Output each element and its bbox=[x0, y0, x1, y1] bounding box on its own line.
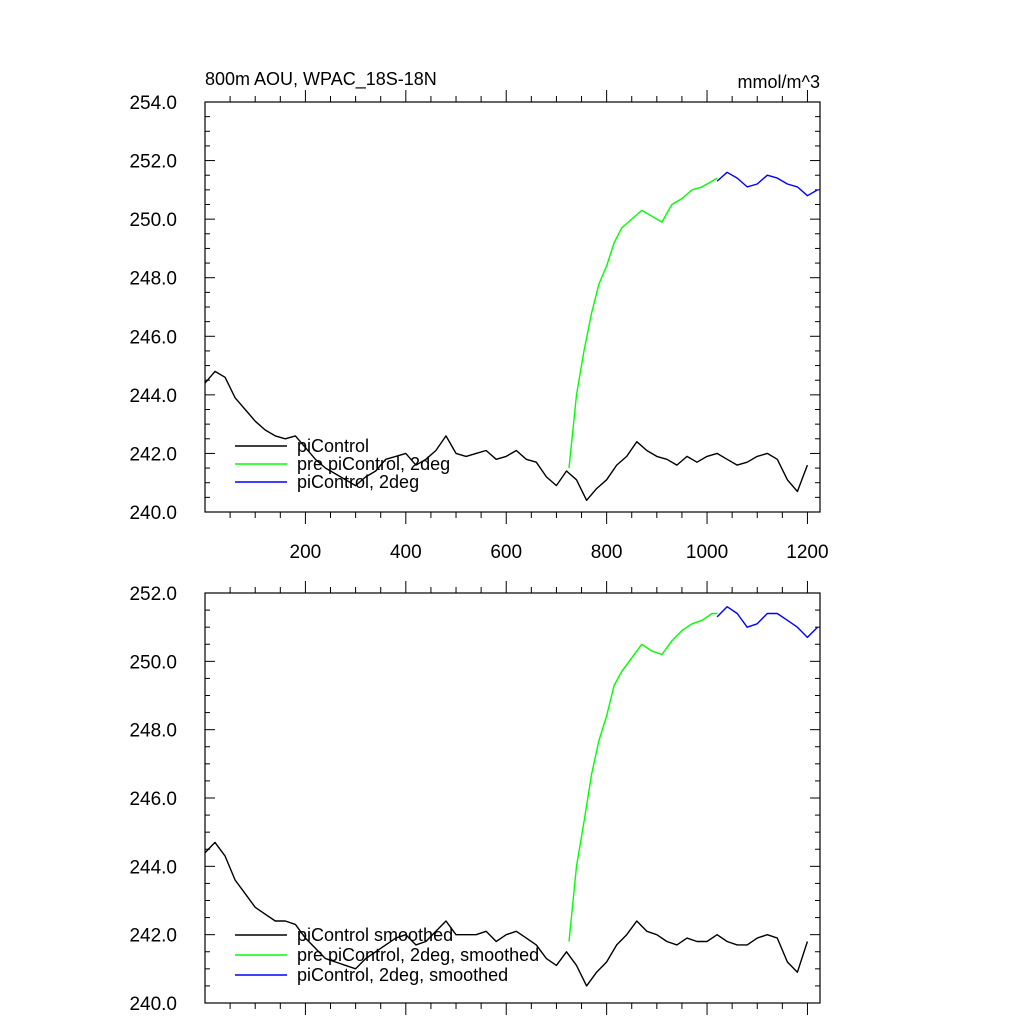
y-tick-label: 240.0 bbox=[129, 503, 177, 524]
top-panel-ticks: 240.0 242.0 244.0 246.0 248.0 250.0 252.0 254.0… bbox=[129, 90, 829, 563]
y-tick-label: 248.0 bbox=[129, 269, 177, 290]
y-tick-label: 244.0 bbox=[129, 386, 177, 407]
legend-label: pre piControl, 2deg, smoothed bbox=[297, 945, 539, 965]
y-tick-label: 250.0 bbox=[129, 652, 177, 673]
series-line bbox=[716, 606, 818, 639]
legend-label: piControl bbox=[297, 436, 369, 456]
y-tick-label: 252.0 bbox=[129, 152, 177, 173]
y-tick-label: 248.0 bbox=[129, 721, 177, 742]
y-tick-label: 252.0 bbox=[129, 584, 177, 605]
y-tick-label: 242.0 bbox=[129, 444, 177, 465]
legend-label: piControl, 2deg, smoothed bbox=[297, 965, 508, 985]
series-line bbox=[204, 370, 809, 501]
y-tick-label: 246.0 bbox=[129, 789, 177, 810]
bottom-panel-series bbox=[204, 606, 818, 987]
x-tick-label: 800 bbox=[591, 542, 623, 563]
series-line bbox=[204, 841, 809, 987]
x-tick-label: 1000 bbox=[686, 542, 728, 563]
top-panel-title: 800m AOU, WPAC_18S-18N bbox=[205, 69, 437, 90]
y-tick-label: 254.0 bbox=[129, 93, 177, 114]
x-tick-label: 1200 bbox=[786, 542, 828, 563]
series-line bbox=[716, 171, 818, 197]
top-panel-series bbox=[204, 171, 818, 501]
y-tick-label: 244.0 bbox=[129, 857, 177, 878]
x-tick-label: 400 bbox=[390, 542, 422, 563]
legend-label: pre piControl, 2deg bbox=[297, 454, 450, 474]
bottom-panel-ticks: 240.0 242.0 244.0 246.0 248.0 250.0 252.0 bbox=[129, 581, 820, 1015]
y-tick-label: 240.0 bbox=[129, 994, 177, 1015]
y-tick-label: 242.0 bbox=[129, 926, 177, 947]
top-panel-units: mmol/m^3 bbox=[738, 72, 820, 92]
y-tick-label: 250.0 bbox=[129, 210, 177, 231]
x-tick-label: 600 bbox=[490, 542, 522, 563]
y-tick-label: 246.0 bbox=[129, 327, 177, 348]
legend-label: piControl smoothed bbox=[297, 925, 453, 945]
bottom-panel: 240.0 242.0 244.0 246.0 248.0 250.0 252.0 piCo… bbox=[129, 581, 821, 1015]
top-panel: 800m AOU, WPAC_18S-18N mmol/m^3 240.0 242… bbox=[129, 69, 828, 563]
x-tick-label: 200 bbox=[290, 542, 322, 563]
legend-label: piControl, 2deg bbox=[297, 472, 419, 492]
series-line bbox=[568, 177, 718, 469]
series-line bbox=[568, 612, 718, 942]
